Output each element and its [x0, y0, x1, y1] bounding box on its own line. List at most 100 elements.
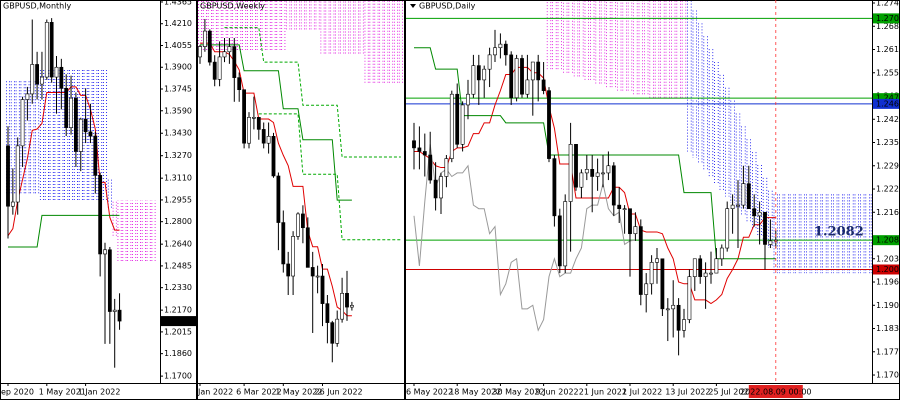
candle-body [412, 140, 416, 149]
candle-body [83, 118, 88, 133]
candle-body [286, 263, 291, 277]
y-tick-label: 1.2680 [876, 22, 900, 31]
indicator-line [414, 47, 776, 260]
price-box [873, 93, 899, 104]
candle-body [466, 93, 470, 106]
price-box [873, 13, 899, 24]
candle-body [579, 172, 584, 188]
price-box-label: 1.2000 [876, 265, 900, 274]
candle-body [340, 292, 345, 320]
price-box-label: 1.2702 [876, 14, 900, 23]
y-tick-label: 1.1700 [164, 372, 192, 381]
candle-body [482, 68, 487, 81]
candle-body [54, 66, 59, 78]
candle-body [439, 176, 443, 199]
plot-area [5, 18, 156, 368]
candle-body [617, 204, 622, 209]
x-tick-label: 1 Jul 2022 [622, 388, 662, 397]
indicator-line [414, 66, 776, 305]
candle-body [15, 145, 20, 203]
candle-body [305, 227, 310, 268]
candle-body [98, 175, 103, 255]
x-tick-label: 1 Jan 2022 [78, 388, 121, 397]
candle-body [665, 308, 670, 311]
title-marker [410, 4, 416, 8]
x-tick-label: ep 2020 [1, 388, 34, 397]
candle-body [601, 172, 605, 175]
candle-body [261, 129, 266, 144]
y-tick-label: 1.2485 [164, 261, 192, 270]
x-tick-label: Jan 2022 [197, 388, 233, 397]
price-box-label: 1.2479 [876, 94, 900, 103]
candle-body [330, 322, 335, 344]
x-tick-label: 13 Jul 2022 [665, 388, 710, 397]
candle-body [93, 135, 98, 176]
candle-body [493, 47, 497, 56]
price-box [873, 98, 899, 109]
y-tick-label: 1.2015 [164, 327, 192, 336]
y-tick-label: 1.1900 [876, 301, 900, 310]
candle-body [222, 51, 227, 58]
candle-body [633, 226, 638, 235]
candle-body [117, 309, 122, 322]
y-tick-label: 1.2160 [876, 208, 900, 217]
candle-body [217, 56, 222, 80]
cursor-date-box [748, 385, 803, 398]
indicator-line [200, 44, 352, 201]
y-tick-label: 1.2615 [876, 45, 900, 54]
y-tick-label: 1.3110 [164, 174, 192, 183]
candle-body [725, 208, 730, 249]
candle-body [471, 65, 476, 95]
candle-body [757, 211, 762, 217]
candle-body [335, 318, 340, 344]
candle-body [509, 54, 514, 99]
candle-body [557, 215, 562, 267]
candle-body [59, 66, 64, 89]
candle-body [703, 272, 708, 277]
y-tick-label: 1.1965 [876, 278, 900, 287]
candle-body [741, 183, 746, 206]
candle-body [296, 213, 300, 237]
candle-body [541, 79, 546, 91]
candle-body [78, 118, 83, 152]
candle-body [520, 58, 524, 95]
candle-body [428, 154, 433, 181]
y-tick-label: 1.1860 [164, 349, 192, 358]
candle-body [714, 258, 719, 274]
candle-body [69, 97, 73, 128]
y-tick-label: 1.1770 [876, 347, 900, 356]
price-box-label: 1.2092 [164, 317, 192, 326]
indicator-line [413, 144, 636, 332]
candle-body [768, 240, 773, 245]
candle-body [30, 64, 35, 95]
price-box-label: 1.2082 [876, 236, 900, 245]
candle-body [35, 64, 40, 85]
plot-area [405, 0, 872, 356]
candle-body [746, 183, 751, 209]
candle-body [487, 54, 492, 70]
x-tick-label: 21 Jun 2022 [579, 388, 627, 397]
x-tick-label: 1 May 2021 [39, 388, 86, 397]
chart-title: GBPUSD,Daily [419, 2, 476, 11]
candle-body [256, 117, 261, 130]
candle-body [266, 135, 271, 144]
x-tick-label: 1 May 2022 [275, 388, 322, 397]
x-tick-label: 9 Jun 2022 [536, 388, 579, 397]
candle-body [271, 135, 276, 177]
candle-body [590, 169, 595, 177]
candle-body [232, 46, 237, 78]
candle-body [638, 226, 643, 295]
candle-body [682, 319, 686, 331]
candle-body [107, 249, 112, 312]
candle-body [74, 97, 78, 152]
candle-body [736, 204, 740, 207]
candle-body [88, 131, 93, 137]
x-tick-label: 25 Jul 2022 [708, 388, 753, 397]
y-tick-label: 1.2355 [876, 138, 900, 147]
y-tick-label: 1.3745 [164, 85, 192, 94]
candle-body [676, 304, 681, 331]
candle-body [584, 169, 589, 174]
candle-body [444, 158, 449, 177]
y-tick-label: 1.2290 [876, 161, 900, 170]
